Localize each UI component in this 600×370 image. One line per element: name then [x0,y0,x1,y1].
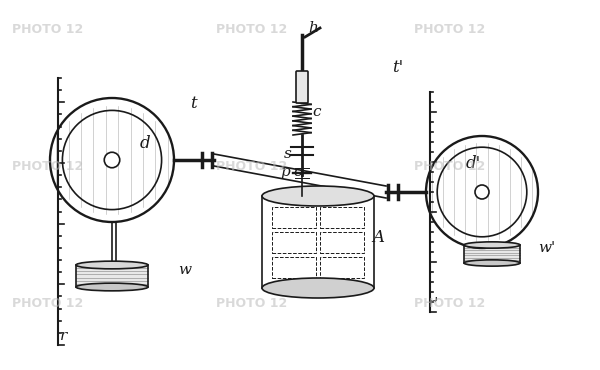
Text: c: c [312,105,320,119]
Text: p: p [280,165,290,179]
Text: A: A [372,229,384,246]
Bar [262,196,374,288]
Text: r': r' [428,297,439,311]
Text: w': w' [538,241,555,255]
Text: r: r [60,329,67,343]
Text: PHOTO 12: PHOTO 12 [217,297,287,310]
Text: PHOTO 12: PHOTO 12 [415,297,485,310]
Text: h: h [308,21,318,35]
Text: o: o [293,165,302,179]
Bar [320,232,364,253]
Text: PHOTO 12: PHOTO 12 [13,160,83,173]
Text: PHOTO 12: PHOTO 12 [415,160,485,173]
Text: PHOTO 12: PHOTO 12 [217,23,287,36]
Text: PHOTO 12: PHOTO 12 [13,23,83,36]
Ellipse shape [464,260,520,266]
Bar [272,232,316,253]
Bar [272,207,316,228]
Text: d': d' [466,155,481,172]
Text: PHOTO 12: PHOTO 12 [13,297,83,310]
Bar [272,257,316,278]
Text: t: t [190,95,197,112]
FancyBboxPatch shape [296,71,308,103]
Ellipse shape [464,242,520,248]
Text: s: s [284,147,292,161]
Bar [76,265,148,287]
Ellipse shape [475,185,489,199]
Bar [464,245,520,263]
Ellipse shape [262,186,374,206]
Text: PHOTO 12: PHOTO 12 [217,160,287,173]
Ellipse shape [262,278,374,298]
Text: w: w [178,263,191,277]
Ellipse shape [50,98,174,222]
Bar [320,257,364,278]
Ellipse shape [76,261,148,269]
Text: t': t' [392,59,403,76]
Ellipse shape [76,283,148,291]
Text: d: d [140,135,151,152]
Ellipse shape [426,136,538,248]
Ellipse shape [104,152,120,168]
Bar [320,207,364,228]
Text: PHOTO 12: PHOTO 12 [415,23,485,36]
